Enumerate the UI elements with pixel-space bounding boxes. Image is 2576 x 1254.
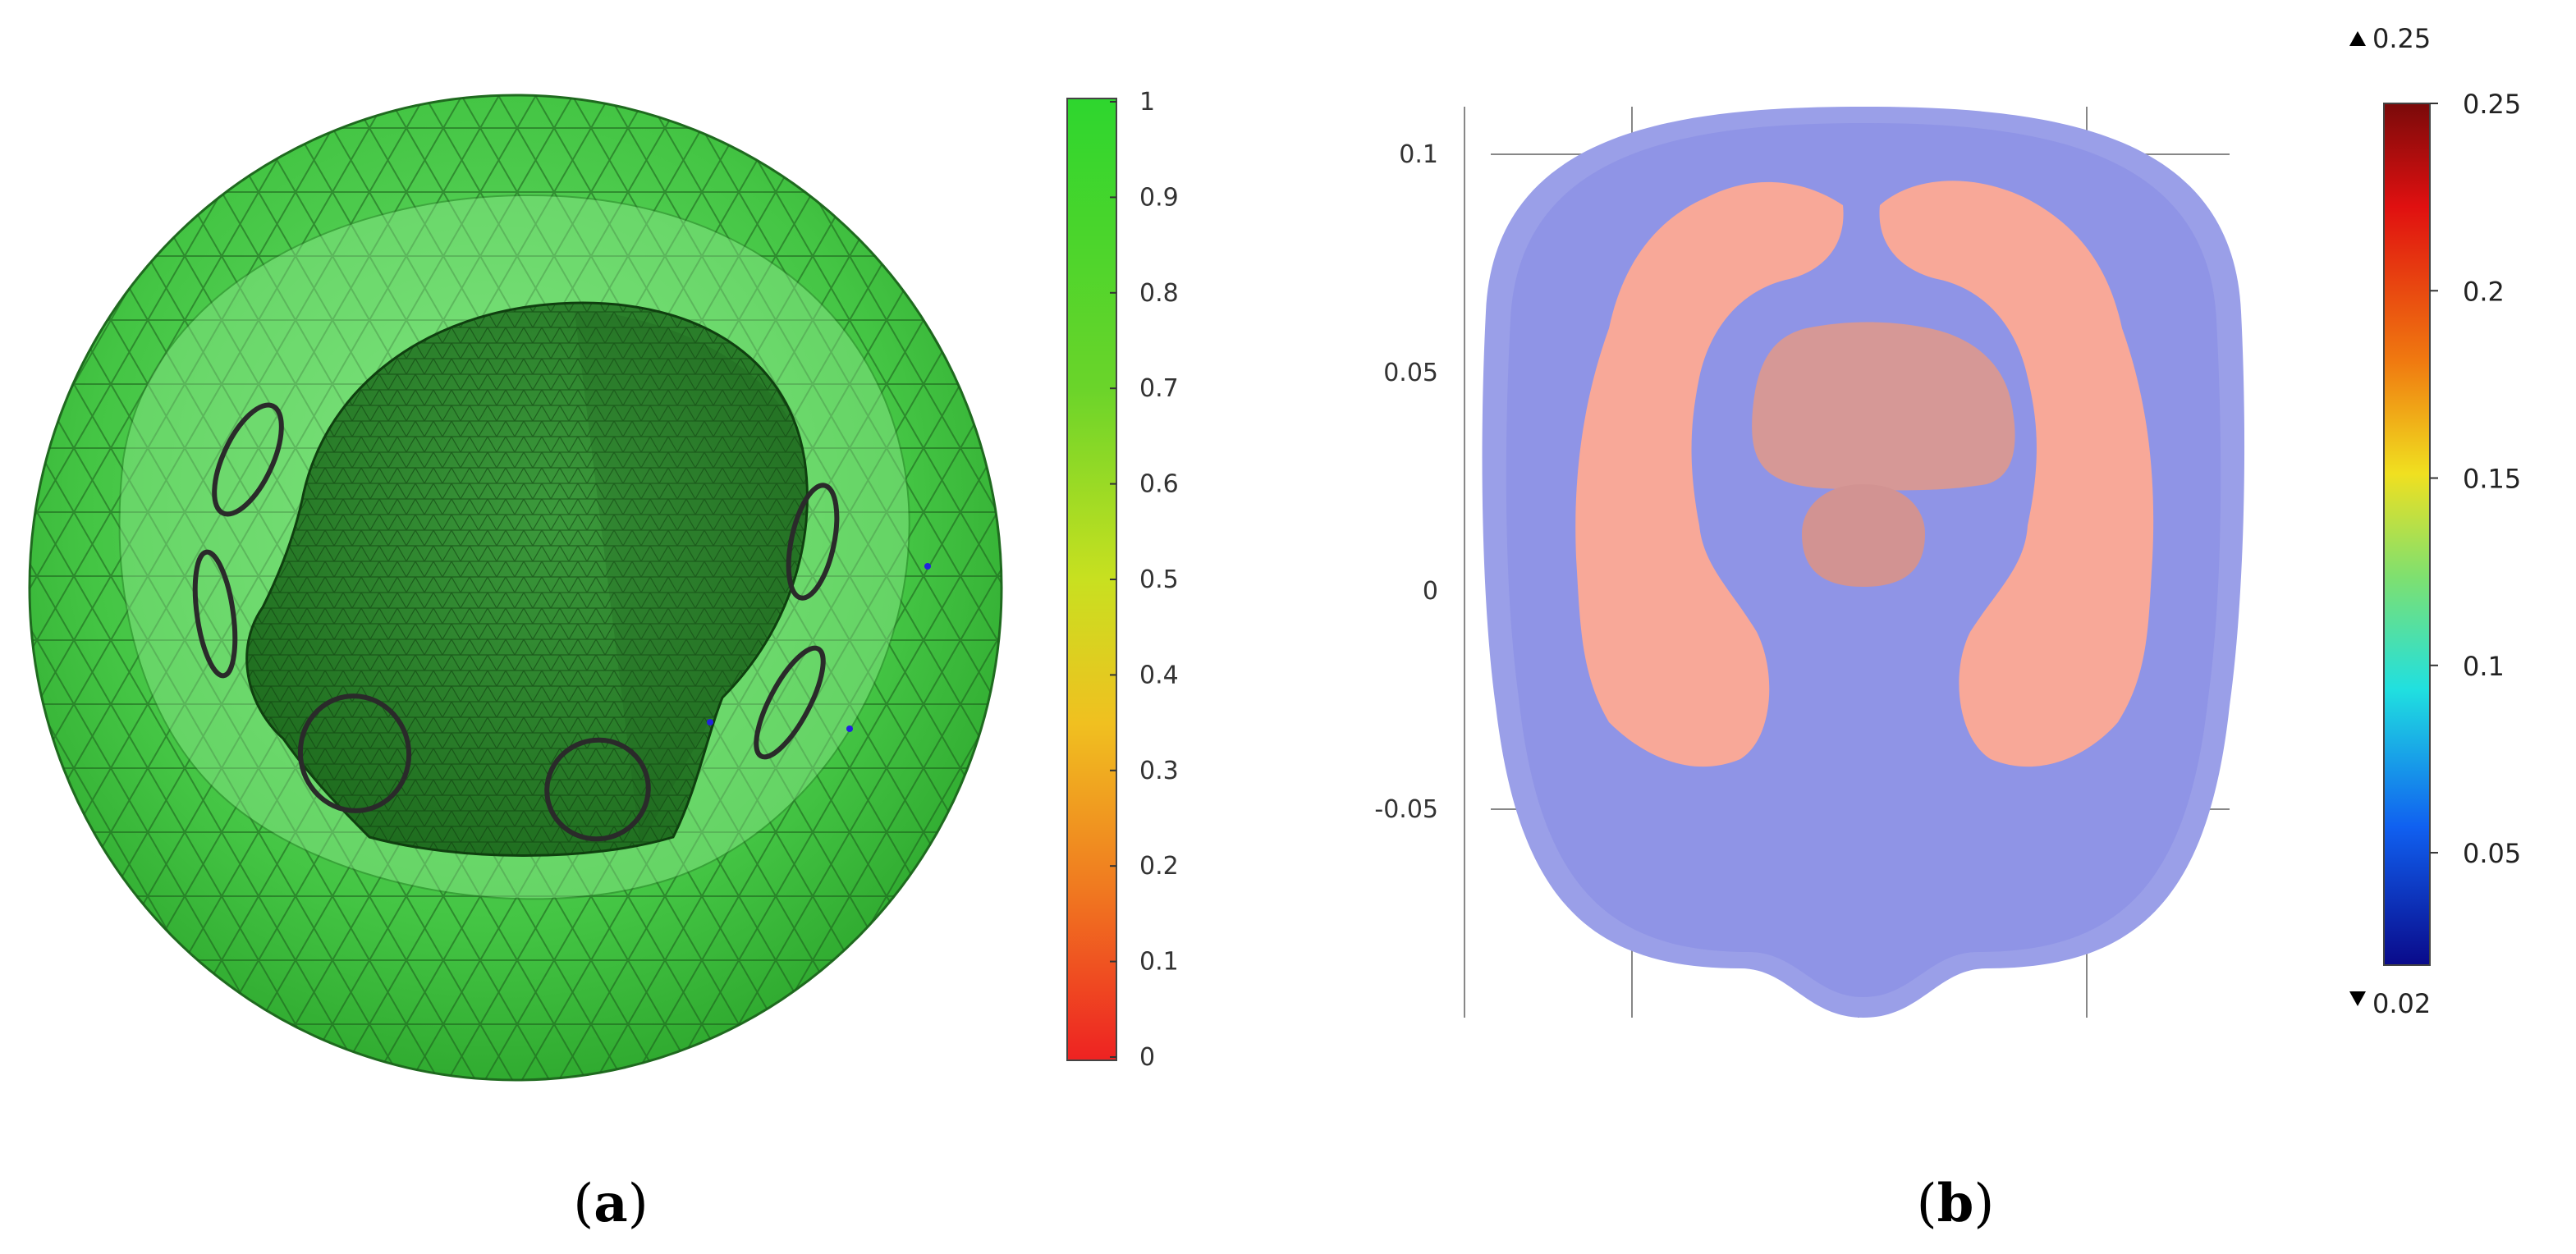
colorbar-b-tick-label: 0.05: [2463, 838, 2521, 869]
electrode-ring: [544, 737, 651, 842]
electrode-rings: [192, 402, 840, 842]
sensor-dot: [924, 563, 931, 570]
ventricle-right: [1879, 181, 2154, 767]
colorbar-a: 1 0.9 0.8 0.7 0.6 0.5 0.4 0.3 0.2 0.1 0: [1066, 88, 1179, 1072]
colorbar-a-tick-label: 0.9: [1139, 183, 1179, 212]
panel-b-label: (b): [1917, 1173, 1995, 1234]
colorbar-a-tick-label: 0.4: [1139, 661, 1179, 689]
colorbar-b-tick-label: 0.2: [2463, 276, 2505, 307]
colorbar-a-tick-label: 0.2: [1139, 852, 1179, 881]
colorbar-b: 0.25 0.2 0.15 0.1 0.05 0.25 0.02: [2349, 23, 2521, 1019]
min-marker-icon: [2349, 991, 2366, 1006]
electrode-ring: [212, 402, 284, 517]
electrode-ring: [754, 645, 826, 760]
colorbar-a-tick-label: 0.7: [1139, 374, 1179, 403]
colorbar-b-ticks: 0.25 0.2 0.15 0.1 0.05: [2430, 89, 2521, 869]
colorbar-a-tick-label: 0.3: [1139, 757, 1179, 785]
sensor-dot: [846, 725, 853, 732]
y-tick-label: 0.05: [1383, 359, 1438, 387]
panel-b-letter: b: [1937, 1173, 1974, 1234]
electrode-ring: [192, 549, 238, 679]
ventricle-left: [1575, 181, 1844, 767]
colorbar-a-tick-label: 1: [1139, 88, 1155, 117]
colorbar-b-tick-label: 0.25: [2463, 89, 2521, 120]
colorbar-a-tick-label: 0.1: [1139, 948, 1179, 977]
core-lower: [1802, 484, 1925, 587]
y-axis-ticks: 0.1 0.05 0 -0.05: [1374, 140, 1438, 824]
colorbar-a-gradient: [1066, 98, 1117, 1061]
y-tick-label: -0.05: [1374, 795, 1438, 824]
panel-a-label: (a): [573, 1173, 648, 1234]
colorbar-b-gradient: [2383, 103, 2431, 966]
colorbar-b-tick-label: 0.1: [2463, 651, 2505, 682]
colorbar-b-tick-label: 0.15: [2463, 464, 2521, 495]
sensor-dot: [707, 719, 713, 725]
panel-a-letter: a: [594, 1173, 627, 1234]
y-tick-label: 0.1: [1399, 140, 1438, 169]
colorbar-a-tick-label: 0.5: [1139, 565, 1179, 594]
electrode-ring: [297, 693, 412, 813]
panel-a-3d-model: [28, 94, 1003, 1082]
colorbar-b-max-marker: 0.25: [2372, 23, 2431, 54]
head-shading: [575, 312, 806, 845]
colorbar-a-tick-label: 0.6: [1139, 470, 1179, 499]
panel-b-slice: 0.1 0.05 0 -0.05: [1374, 107, 2245, 1018]
sensor-points: [707, 563, 931, 732]
y-tick-label: 0: [1423, 577, 1438, 606]
colorbar-b-min-marker: 0.02: [2372, 988, 2431, 1019]
colorbar-a-tick-label: 0.8: [1139, 279, 1179, 308]
core-upper: [1752, 322, 2015, 491]
electrode-ring: [786, 483, 840, 601]
colorbar-a-ticks: 1 0.9 0.8 0.7 0.6 0.5 0.4 0.3 0.2 0.1 0: [1110, 88, 1179, 1072]
max-marker-icon: [2349, 31, 2366, 46]
colorbar-a-tick-label: 0: [1139, 1043, 1155, 1072]
